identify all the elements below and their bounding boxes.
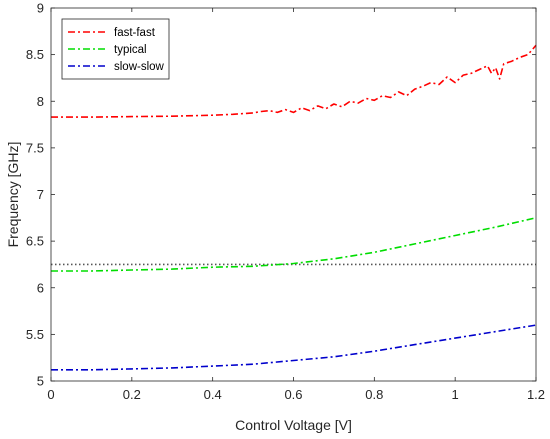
y-tick-label: 6.5 bbox=[26, 234, 44, 249]
series-line-slow-slow bbox=[51, 324, 537, 371]
y-tick-label: 6 bbox=[37, 280, 44, 295]
series-group bbox=[51, 44, 537, 371]
x-tick-label: 1 bbox=[452, 387, 459, 402]
y-axis: 5 5.5 6 6.5 7 7.5 8 8.5 9 bbox=[26, 1, 536, 389]
legend: fast-fast typical slow-slow bbox=[61, 18, 170, 80]
series-line-typical bbox=[51, 217, 537, 272]
y-tick-label: 9 bbox=[37, 1, 44, 16]
y-tick-label: 7.5 bbox=[26, 140, 44, 155]
y-tick-label: 8 bbox=[37, 94, 44, 109]
legend-label-slow-slow: slow-slow bbox=[114, 61, 165, 73]
y-tick-label: 8.5 bbox=[26, 47, 44, 62]
x-tick-label: 0.6 bbox=[284, 387, 302, 402]
legend-label-fast-fast: fast-fast bbox=[114, 27, 156, 39]
x-tick-label: 1.2 bbox=[527, 387, 545, 402]
x-tick-label: 0.4 bbox=[204, 387, 222, 402]
x-tick-label: 0.8 bbox=[365, 387, 383, 402]
y-tick-label: 5 bbox=[37, 374, 44, 389]
series-line-fast-fast bbox=[51, 44, 537, 118]
legend-label-typical: typical bbox=[114, 44, 147, 56]
x-tick-label: 0.2 bbox=[123, 387, 141, 402]
y-tick-label: 5.5 bbox=[26, 327, 44, 342]
y-axis-title: Frequency [GHz] bbox=[5, 142, 21, 248]
x-axis-title: Control Voltage [V] bbox=[235, 417, 352, 433]
x-tick-label: 0 bbox=[47, 387, 54, 402]
x-axis: 0 0.2 0.4 0.6 0.8 1 1.2 bbox=[47, 8, 545, 402]
y-tick-label: 7 bbox=[37, 187, 44, 202]
